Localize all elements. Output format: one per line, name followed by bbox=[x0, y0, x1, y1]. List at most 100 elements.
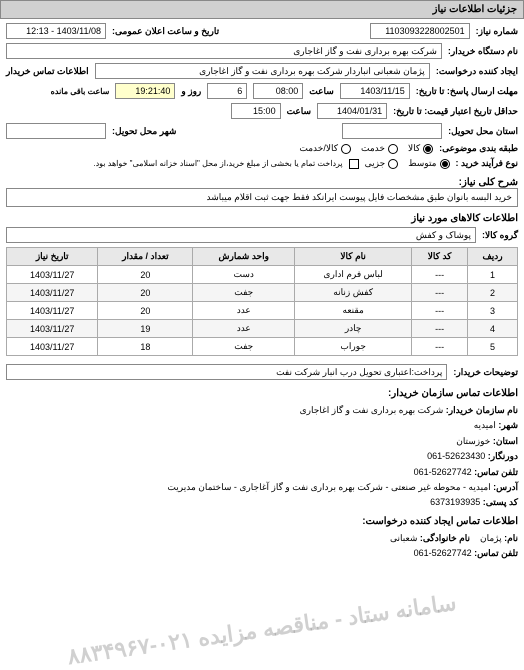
table-row: 3---مقنعهعدد201403/11/27 bbox=[7, 302, 518, 320]
table-header-row: ردیف کد کالا نام کالا واحد شمارش تعداد /… bbox=[7, 248, 518, 266]
days-remaining-field: 6 bbox=[207, 83, 247, 99]
row-buyer-notes: توضیحات خریدار: پرداخت:اعتباری تحویل درب… bbox=[6, 364, 518, 380]
budget-radio-both[interactable]: کالا/خدمت bbox=[299, 143, 351, 154]
budget-type-label: طبقه بندی موضوعی: bbox=[439, 143, 518, 154]
process-type-label: نوع فرآیند خرید : bbox=[456, 158, 519, 169]
table-cell: 5 bbox=[468, 338, 518, 356]
table-row: 2---کفش زنانهجفت201403/11/27 bbox=[7, 284, 518, 302]
table-cell: 20 bbox=[98, 266, 193, 284]
buyer-org-label: نام دستگاه خریدار: bbox=[448, 46, 518, 57]
goods-group-field: پوشاک و کفش bbox=[6, 227, 476, 243]
validity-date-field: 1404/01/31 bbox=[317, 103, 387, 119]
table-cell: 20 bbox=[98, 284, 193, 302]
table-cell: 1403/11/27 bbox=[7, 284, 98, 302]
table-cell: جوراب bbox=[295, 338, 412, 356]
goods-section-title: اطلاعات کالاهای مورد نیاز bbox=[6, 213, 518, 224]
public-datetime-label: تاریخ و ساعت اعلان عمومی: bbox=[112, 26, 219, 37]
row-request-no: شماره نیاز: 1103093228002501 تاریخ و ساع… bbox=[6, 23, 518, 39]
contact-block: اطلاعات تماس سازمان خریدار: نام سازمان خ… bbox=[6, 386, 518, 561]
budget-opt-2: کالا/خدمت bbox=[299, 143, 338, 154]
table-cell: کفش زنانه bbox=[295, 284, 412, 302]
req-name: پژمان bbox=[480, 533, 502, 543]
panel-title: جزئیات اطلاعات نیاز bbox=[433, 4, 517, 15]
contact-province-label: استان: bbox=[493, 436, 518, 446]
row-budget-type: طبقه بندی موضوعی: کالا خدمت کالا/خدمت bbox=[6, 143, 518, 154]
req-phone-label: تلفن تماس: bbox=[474, 548, 518, 558]
panel-header: جزئیات اطلاعات نیاز bbox=[0, 0, 524, 19]
goods-group-label: گروه کالا: bbox=[482, 230, 518, 241]
time-remaining-field: 19:21:40 bbox=[115, 83, 175, 99]
contact-section-title: اطلاعات تماس سازمان خریدار: bbox=[6, 386, 518, 402]
table-cell: --- bbox=[412, 320, 468, 338]
deadline-date-field: 1403/11/15 bbox=[340, 83, 410, 99]
table-cell: 3 bbox=[468, 302, 518, 320]
contact-postal-label: کد پستی: bbox=[483, 497, 518, 507]
table-cell: --- bbox=[412, 284, 468, 302]
col-row: ردیف bbox=[468, 248, 518, 266]
table-cell: جفت bbox=[193, 284, 295, 302]
description-label: شرح کلی نیاز: bbox=[459, 177, 518, 188]
buyer-contact-link[interactable]: اطلاعات تماس خریدار bbox=[6, 66, 89, 77]
table-wrapper: ردیف کد کالا نام کالا واحد شمارش تعداد /… bbox=[6, 247, 518, 356]
table-cell: 1403/11/27 bbox=[7, 302, 98, 320]
req-surname: شعبانی bbox=[390, 533, 417, 543]
validity-label: حداقل تاریخ اعتبار قیمت: تا تاریخ: bbox=[393, 106, 518, 117]
contact-province: خوزستان bbox=[456, 436, 490, 446]
table-cell: --- bbox=[412, 266, 468, 284]
radio-icon bbox=[388, 159, 398, 169]
process-radio-medium[interactable]: متوسط bbox=[408, 158, 449, 169]
deadline-label: مهلت ارسال پاسخ: تا تاریخ: bbox=[416, 86, 518, 97]
table-cell: 1403/11/27 bbox=[7, 266, 98, 284]
process-radio-minor[interactable]: جزیی bbox=[365, 158, 399, 169]
requester-contact-title: اطلاعات تماس ایجاد کننده درخواست: bbox=[6, 514, 518, 530]
contact-city-label: شهر: bbox=[498, 420, 518, 430]
time-label-1: ساعت bbox=[309, 86, 334, 97]
budget-opt-1: خدمت bbox=[361, 143, 385, 154]
budget-radio-goods[interactable]: کالا bbox=[408, 143, 433, 154]
public-datetime-field: 1403/11/08 - 12:13 bbox=[6, 23, 106, 39]
col-date: تاریخ نیاز bbox=[7, 248, 98, 266]
contact-fax-label: دورنگار: bbox=[488, 451, 518, 461]
contact-fax: 52623430-061 bbox=[427, 451, 485, 461]
contact-postal: 6373193935 bbox=[430, 497, 480, 507]
row-requester: ایجاد کننده درخواست: پژمان شعبانی انبارد… bbox=[6, 63, 518, 79]
table-cell: چادر bbox=[295, 320, 412, 338]
process-opt-0: متوسط bbox=[408, 158, 436, 169]
validity-time-field: 15:00 bbox=[231, 103, 281, 119]
table-row: 1---لباس فرم اداریدست201403/11/27 bbox=[7, 266, 518, 284]
table-cell: جفت bbox=[193, 338, 295, 356]
row-delivery-state: استان محل تحویل: شهر محل تحویل: bbox=[6, 123, 518, 139]
req-name-label: نام: bbox=[504, 533, 518, 543]
table-cell: 4 bbox=[468, 320, 518, 338]
table-cell: 1403/11/27 bbox=[7, 338, 98, 356]
budget-opt-0: کالا bbox=[408, 143, 420, 154]
request-no-field: 1103093228002501 bbox=[370, 23, 470, 39]
table-cell: 1 bbox=[468, 266, 518, 284]
row-validity: حداقل تاریخ اعتبار قیمت: تا تاریخ: 1404/… bbox=[6, 103, 518, 119]
col-name: نام کالا bbox=[295, 248, 412, 266]
description-box: خرید البسه بانوان طبق مشخصات فایل پیوست … bbox=[6, 188, 518, 207]
time-label-2: ساعت bbox=[287, 106, 312, 117]
contact-phone: 52627742-061 bbox=[414, 467, 472, 477]
table-cell: مقنعه bbox=[295, 302, 412, 320]
contact-phone-label: تلفن تماس: bbox=[474, 467, 518, 477]
requester-label: ایجاد کننده درخواست: bbox=[436, 66, 518, 77]
payment-checkbox[interactable] bbox=[349, 159, 359, 169]
table-cell: 2 bbox=[468, 284, 518, 302]
watermark: سامانه ستاد - مناقصه مزایده ۰۲۱-۸۸۳۴۹۶۷ bbox=[66, 590, 458, 670]
row-buyer-org: نام دستگاه خریدار: شرکت بهره برداری نفت … bbox=[6, 43, 518, 59]
budget-radio-service[interactable]: خدمت bbox=[361, 143, 398, 154]
row-deadline: مهلت ارسال پاسخ: تا تاریخ: 1403/11/15 سا… bbox=[6, 83, 518, 99]
table-cell: --- bbox=[412, 302, 468, 320]
contact-org: شرکت بهره برداری نفت و گاز اغاجاری bbox=[300, 405, 444, 415]
goods-table: ردیف کد کالا نام کالا واحد شمارش تعداد /… bbox=[6, 247, 518, 356]
delivery-state-label: استان محل تحویل: bbox=[448, 126, 518, 137]
table-cell: 19 bbox=[98, 320, 193, 338]
process-radio-group: متوسط جزیی bbox=[365, 158, 450, 169]
days-label: روز و bbox=[181, 86, 201, 97]
process-opt-1: جزیی bbox=[365, 158, 386, 169]
table-cell: 1403/11/27 bbox=[7, 320, 98, 338]
table-cell: 18 bbox=[98, 338, 193, 356]
requester-field: پژمان شعبانی انباردار شرکت بهره برداری ن… bbox=[95, 63, 430, 79]
time-remaining-label: ساعت باقی مانده bbox=[51, 87, 110, 96]
